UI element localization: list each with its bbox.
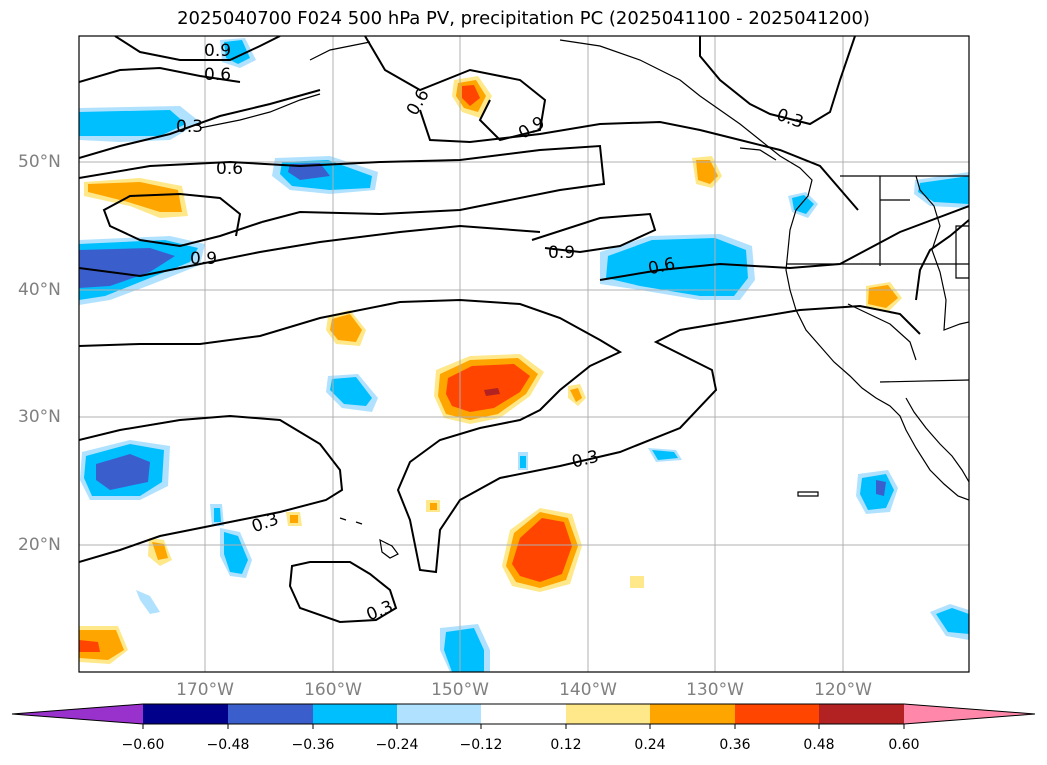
lat-label: 30°N: [18, 407, 61, 427]
lat-label: 50°N: [18, 152, 61, 172]
colorbar-tick-label: −0.12: [459, 737, 503, 753]
colorbar-segment: [228, 704, 313, 724]
contour-label: 0.3: [176, 117, 203, 137]
positive-precip-areas: [79, 76, 902, 664]
lon-label: 130°W: [686, 680, 744, 700]
colorbar-left-extension: [12, 704, 143, 724]
colorbar-segment: [313, 704, 397, 724]
colorbar-tick-label: −0.48: [206, 737, 250, 753]
contour-label: 0.6: [403, 86, 434, 119]
lat-label: 40°N: [18, 280, 61, 300]
map-plot-area: [79, 36, 969, 672]
pv-contours: [79, 36, 969, 624]
contour-label: 0.9: [190, 249, 217, 269]
colorbar-segment: [650, 704, 735, 724]
lon-label: 140°W: [559, 680, 617, 700]
colorbar-tick-label: −0.36: [291, 737, 335, 753]
contour-label: 0.3: [364, 597, 397, 626]
colorbar-tick-label: −0.24: [375, 737, 419, 753]
coastlines: [199, 39, 969, 559]
colorbar-segment: [397, 704, 481, 724]
colorbar-tick-label: 0.60: [888, 737, 920, 753]
colorbar-right-extension: [904, 704, 1035, 724]
colorbar-segment: [481, 704, 566, 724]
contour-label: 0.9: [515, 113, 548, 144]
lon-label: 160°W: [304, 680, 362, 700]
colorbar-tick-label: 0.48: [803, 737, 835, 753]
negative-precip-areas: [79, 38, 969, 672]
colorbar: [11, 703, 1036, 729]
lon-label: 170°W: [176, 680, 234, 700]
lon-label: 120°W: [814, 680, 872, 700]
map-title: 2025040700 F024 500 hPa PV, precipitatio…: [177, 8, 870, 29]
contour-label: 0.9: [204, 41, 231, 61]
colorbar-tick-label: −0.60: [121, 737, 165, 753]
contour-label: 0.6: [216, 159, 243, 179]
colorbar-tick-label: 0.36: [719, 737, 751, 753]
contour-label: 0.6: [204, 65, 231, 85]
map-frame: [78, 35, 970, 673]
precip-shading: [79, 38, 969, 672]
colorbar-segment: [143, 704, 228, 724]
colorbar-segment: [566, 704, 650, 724]
contour-label: 0.3: [570, 447, 601, 473]
contour-label: 0.3: [774, 105, 806, 133]
colorbar-segment: [735, 704, 819, 724]
colorbar-tick-label: 0.12: [550, 737, 582, 753]
colorbar-segment: [819, 704, 904, 724]
lon-label: 150°W: [431, 680, 489, 700]
colorbar-tick-label: 0.24: [634, 737, 666, 753]
lat-label: 20°N: [18, 535, 61, 555]
contour-label: 0.9: [548, 243, 575, 263]
